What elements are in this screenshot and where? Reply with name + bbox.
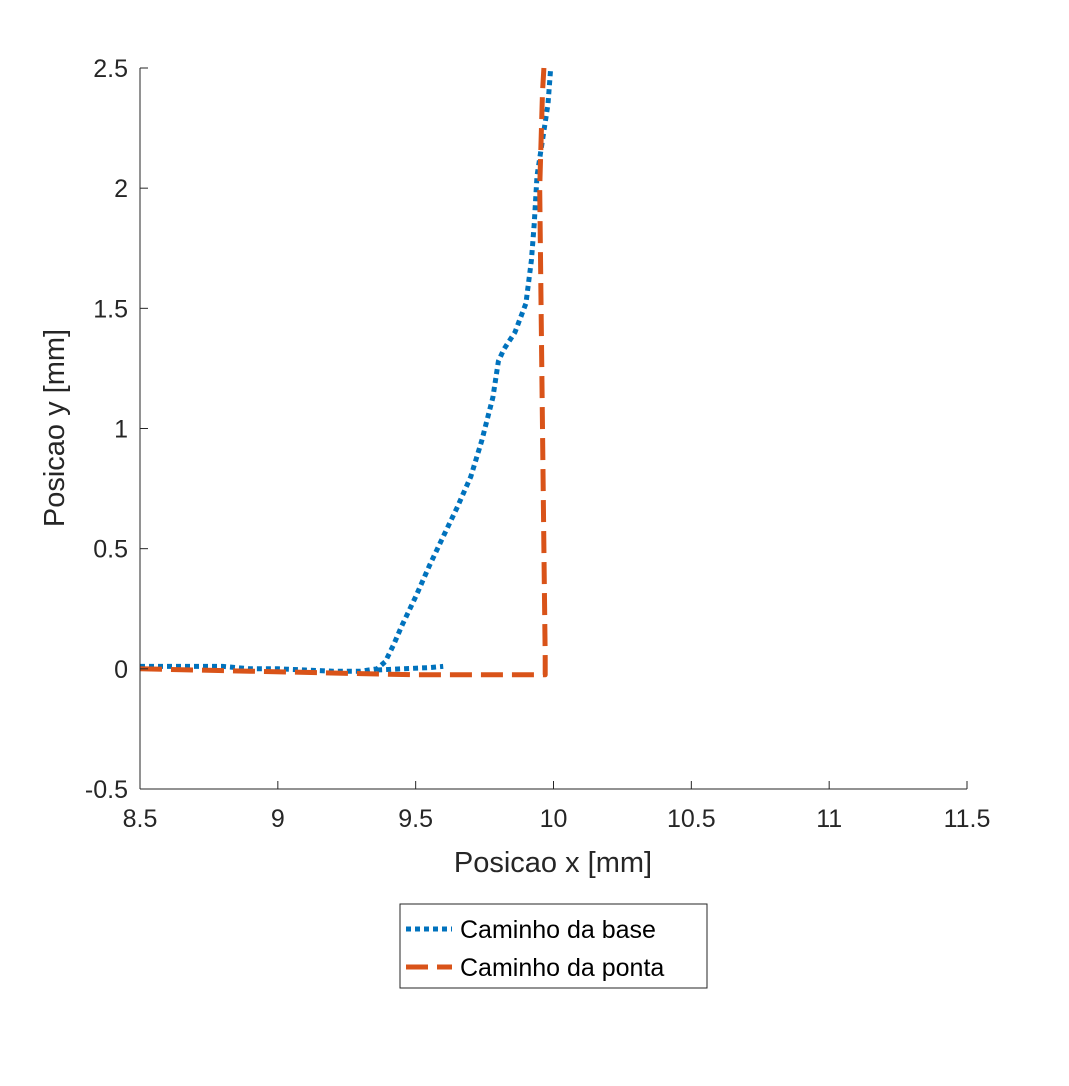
x-tick-label: 9 (271, 805, 285, 833)
legend-label-base: Caminho da base (460, 916, 656, 944)
x-tick-label: 11 (816, 805, 842, 833)
plot-area (139, 67, 554, 678)
x-tick-label: 10 (540, 805, 568, 833)
y-tick-label: 0 (114, 656, 128, 684)
series-line-0 (140, 67, 554, 674)
y-tick-label: 2 (114, 175, 128, 203)
y-tick-label: 1.5 (93, 295, 128, 323)
y-axis-label: Posicao y [mm] (39, 329, 71, 527)
y-tick-label: 0.5 (93, 536, 128, 564)
y-tick-label: -0.5 (85, 776, 128, 804)
x-axis-label: Posicao x [mm] (454, 847, 652, 879)
x-tick-label: 11.5 (944, 805, 991, 833)
x-tick-label: 9.5 (398, 805, 433, 833)
y-tick-label: 1 (114, 416, 128, 444)
x-tick-label: 10.5 (667, 805, 716, 833)
axes: 8.5 9 9.5 10 10.5 11 11.5-0.500.511.522.5 (85, 55, 991, 833)
series-line-2 (139, 67, 548, 678)
series-line-1 (376, 663, 444, 673)
x-tick-label: 8.5 (123, 805, 158, 833)
legend-label-ponta: Caminho da ponta (460, 954, 664, 982)
y-tick-label: 2.5 (93, 55, 128, 83)
legend: Caminho da base Caminho da ponta (399, 903, 708, 989)
legend-box (399, 903, 708, 989)
